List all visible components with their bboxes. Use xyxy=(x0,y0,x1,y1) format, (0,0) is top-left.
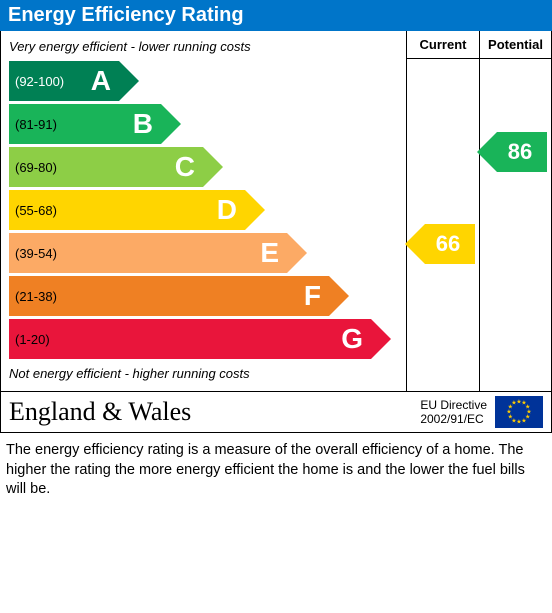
band-letter: F xyxy=(304,280,321,312)
potential-pointer: 86 xyxy=(497,132,547,172)
bands-column: Very energy efficient - lower running co… xyxy=(1,31,407,391)
footer-row: England & Wales EU Directive 2002/91/EC … xyxy=(1,391,551,432)
band-c: (69-80) C xyxy=(9,147,203,187)
band-a: (92-100) A xyxy=(9,61,119,101)
band-b: (81-91) B xyxy=(9,104,161,144)
eu-star: ★ xyxy=(516,419,521,426)
band-range: (81-91) xyxy=(9,117,57,132)
hint-bottom: Not energy efficient - higher running co… xyxy=(1,362,406,385)
band-e: (39-54) E xyxy=(9,233,287,273)
band-letter: B xyxy=(133,108,153,140)
band-range: (39-54) xyxy=(9,246,57,261)
current-pointer: 66 xyxy=(425,224,475,264)
potential-header: Potential xyxy=(480,31,551,59)
band-range: (55-68) xyxy=(9,203,57,218)
band-letter: C xyxy=(175,151,195,183)
chart-box: Very energy efficient - lower running co… xyxy=(0,31,552,433)
band-letter: G xyxy=(341,323,363,355)
title-bar: Energy Efficiency Rating xyxy=(0,0,552,31)
title-text: Energy Efficiency Rating xyxy=(8,4,244,26)
band-letter: A xyxy=(91,65,111,97)
eu-star: ★ xyxy=(511,400,516,407)
potential-column: Potential 86 xyxy=(479,31,551,391)
epc-container: Energy Efficiency Rating Very energy eff… xyxy=(0,0,552,500)
current-pointer-value: 66 xyxy=(436,231,460,257)
current-column: Current 66 xyxy=(407,31,479,391)
directive-line1: EU Directive xyxy=(420,398,487,412)
band-letter: E xyxy=(260,237,279,269)
eu-stars: ★★★★★★★★★★★★ xyxy=(507,400,531,424)
eu-directive: EU Directive 2002/91/EC xyxy=(420,398,487,427)
eu-star: ★ xyxy=(521,417,526,424)
eu-flag-icon: ★★★★★★★★★★★★ xyxy=(495,396,543,428)
band-d: (55-68) D xyxy=(9,190,245,230)
region-label: England & Wales xyxy=(9,397,412,427)
directive-line2: 2002/91/EC xyxy=(420,412,487,426)
potential-pointer-value: 86 xyxy=(508,139,532,165)
band-range: (92-100) xyxy=(9,74,64,89)
band-letter: D xyxy=(217,194,237,226)
band-wrap: (92-100) A (81-91) B (69-80) C (55-68) D (39-54)… xyxy=(1,61,406,359)
current-header: Current xyxy=(407,31,479,59)
band-range: (1-20) xyxy=(9,332,50,347)
caption-text: The energy efficiency rating is a measur… xyxy=(0,433,552,500)
band-range: (21-38) xyxy=(9,289,57,304)
band-range: (69-80) xyxy=(9,160,57,175)
band-f: (21-38) F xyxy=(9,276,329,316)
hint-top: Very energy efficient - lower running co… xyxy=(1,37,406,58)
band-g: (1-20) G xyxy=(9,319,371,359)
